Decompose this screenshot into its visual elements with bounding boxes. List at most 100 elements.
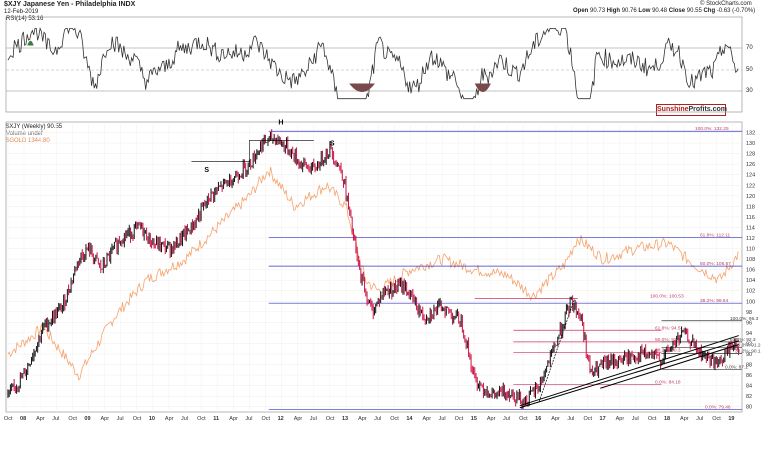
trend-line-3: [600, 344, 739, 389]
ohlc-readout: Open 90.73 High 90.76 Low 90.48 Close 90…: [573, 8, 756, 14]
rsi-level-50: 50: [746, 67, 753, 73]
x-tick-08-1: 08: [20, 416, 26, 422]
x-tick-Apr-2: Apr: [36, 416, 45, 422]
fib-label-13: 38.2%: 90.1: [735, 348, 761, 354]
pattern-label-1: H: [278, 120, 283, 127]
y-tick-104: 104: [746, 278, 755, 284]
fib-label-12: 50.0%: 91.2: [735, 343, 761, 349]
y-tick-82: 82: [746, 394, 752, 400]
fib-label-14: 0.0%: 87.1: [725, 364, 748, 370]
x-tick-Oct-36: Oct: [583, 416, 592, 422]
x-tick-Oct-16: Oct: [261, 416, 270, 422]
x-tick-19-45: 19: [728, 416, 734, 422]
watermark: © StockCharts.com: [700, 1, 752, 7]
x-tick-Oct-24: Oct: [390, 416, 399, 422]
gold-line: [7, 166, 739, 381]
x-tick-Jul-39: Jul: [632, 416, 639, 422]
rsi-level-70: 70: [746, 45, 753, 51]
x-tick-Jul-3: Jul: [52, 416, 59, 422]
fib-label-6: 50.0%: 92.3: [655, 337, 681, 343]
y-tick-90: 90: [746, 352, 752, 358]
fib-label-10: 100.0%: 96.3: [730, 316, 759, 322]
x-tick-14-25: 14: [406, 416, 413, 422]
rsi-legend: RSI(14) 53.16: [6, 16, 44, 22]
y-tick-98: 98: [746, 310, 752, 316]
x-tick-Apr-10: Apr: [165, 416, 174, 422]
y-axis-ticks: 132 130 128 126 124 122 120 118 116 114 112 110 108 1…: [746, 131, 755, 411]
rsi-level-30: 30: [746, 88, 753, 94]
x-tick-Jul-11: Jul: [181, 416, 188, 422]
main-panel-frame: [5, 121, 743, 413]
x-axis-ticks: Oct 08 Apr Jul Oct 09 Apr Jul Oct 10 Apr Jul Oct 11 Ap…: [4, 416, 735, 422]
x-tick-Apr-22: Apr: [358, 416, 367, 422]
y-tick-92: 92: [746, 341, 752, 347]
pattern-label-2: S: [330, 141, 335, 148]
rsi-oversold-fill-0: [349, 83, 375, 93]
main-legend-symbol: $XJY (Weekly) 90.55: [6, 124, 63, 130]
x-tick-Jul-23: Jul: [374, 416, 381, 422]
trend-line-2: [538, 298, 575, 402]
x-tick-Jul-19: Jul: [310, 416, 317, 422]
x-tick-09-5: 09: [84, 416, 90, 422]
x-tick-Apr-18: Apr: [294, 416, 303, 422]
x-tick-Apr-38: Apr: [616, 416, 625, 422]
trend-line-0: [519, 340, 739, 409]
y-tick-120: 120: [746, 194, 755, 200]
fib-label-8: 0.0%: 84.18: [655, 380, 681, 386]
y-tick-96: 96: [746, 320, 752, 326]
y-tick-108: 108: [746, 257, 755, 263]
x-tick-Oct-8: Oct: [133, 416, 142, 422]
chart-date: 12-Feb-2019: [4, 9, 39, 15]
x-tick-Jul-27: Jul: [439, 416, 446, 422]
fib-label-5: 61.8%: 94.5: [655, 325, 681, 331]
x-tick-17-37: 17: [600, 416, 606, 422]
y-tick-100: 100: [746, 299, 755, 305]
x-tick-13-21: 13: [342, 416, 348, 422]
x-tick-Apr-34: Apr: [551, 416, 560, 422]
x-tick-12-17: 12: [278, 416, 284, 422]
rsi-panel-frame: [5, 16, 743, 113]
rsi-overbought-fill: [27, 40, 34, 46]
fib-levels: 100.0%: 132.25 61.8%: 112.11 50.0%: 106.67…: [268, 126, 761, 411]
x-tick-18-41: 18: [664, 416, 670, 422]
fib-label-11: 61.8%: 92.3: [730, 337, 756, 343]
y-tick-80: 80: [746, 405, 752, 411]
x-tick-Jul-43: Jul: [696, 416, 703, 422]
main-legend-gold: $GOLD 1344.80: [6, 138, 50, 144]
pattern-label-0: S: [204, 167, 209, 174]
x-tick-Apr-6: Apr: [101, 416, 110, 422]
y-tick-114: 114: [746, 225, 755, 231]
y-tick-128: 128: [746, 152, 755, 158]
y-tick-124: 124: [746, 173, 755, 179]
fib-label-4: 100.0%: 100.53: [650, 293, 684, 299]
rsi-series: [7, 26, 739, 100]
y-tick-110: 110: [746, 247, 755, 253]
y-tick-84: 84: [746, 384, 752, 390]
x-tick-Apr-42: Apr: [680, 416, 689, 422]
chart-title: $XJY Japanese Yen - Philadelphia INDX: [4, 1, 136, 8]
x-tick-Oct-40: Oct: [648, 416, 657, 422]
price-series: [7, 129, 740, 410]
fib-label-0: 100.0%: 132.25: [695, 126, 729, 132]
trend-lines: [191, 140, 739, 409]
y-tick-126: 126: [746, 162, 755, 168]
y-tick-102: 102: [746, 289, 755, 295]
x-tick-Oct-20: Oct: [326, 416, 335, 422]
y-tick-106: 106: [746, 268, 755, 274]
x-tick-Apr-26: Apr: [422, 416, 431, 422]
y-tick-88: 88: [746, 363, 752, 369]
main-legend-volume: Volume undef: [6, 131, 43, 137]
fib-label-2: 50.0%: 106.67: [700, 261, 731, 267]
fib-label-3: 38.2%: 99.64: [700, 298, 729, 304]
hs-neckline: [191, 140, 314, 162]
x-tick-Jul-7: Jul: [117, 416, 124, 422]
grid: [6, 122, 742, 412]
rsi-line: [7, 26, 739, 100]
x-tick-16-33: 16: [535, 416, 541, 422]
sunshine-profits-logo: SunshineProfits.com: [656, 104, 727, 116]
x-tick-Jul-31: Jul: [503, 416, 510, 422]
x-tick-Oct-28: Oct: [455, 416, 464, 422]
y-tick-132: 132: [746, 131, 755, 137]
x-tick-Jul-35: Jul: [567, 416, 574, 422]
